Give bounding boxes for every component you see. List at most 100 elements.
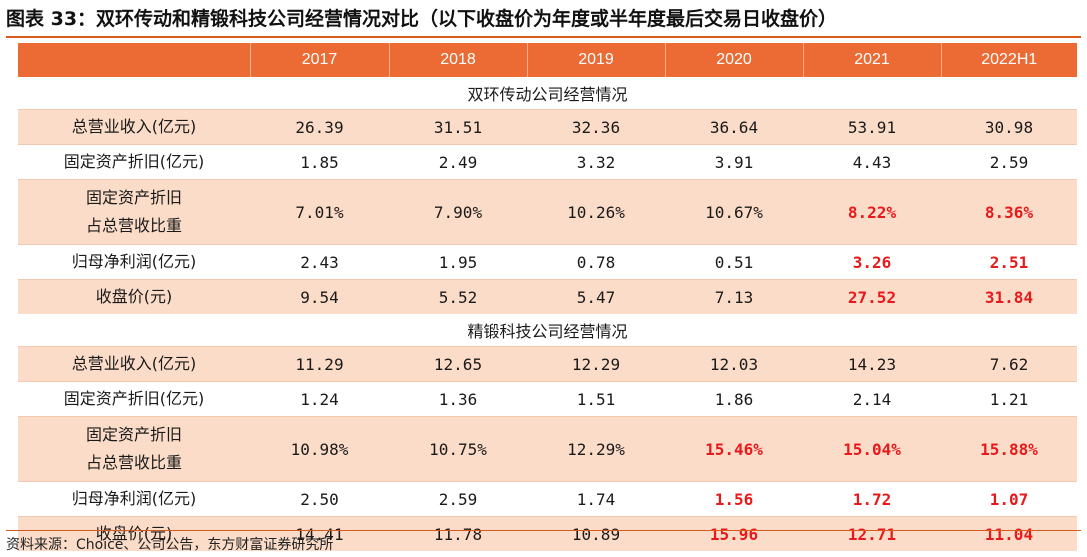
value-cell: 2.51 — [941, 244, 1077, 280]
value-cell: 5.52 — [389, 279, 527, 314]
value-cell: 10.98% — [250, 416, 389, 482]
table-row: 固定资产折旧 占总营收比重 7.01% 7.90% 10.26% 10.67% 8.22% 8… — [18, 179, 1077, 245]
value-cell: 10.67% — [665, 179, 803, 245]
value-cell: 32.36 — [527, 109, 665, 145]
row-label: 收盘价(元) — [18, 279, 250, 314]
value-cell: 7.90% — [389, 179, 527, 245]
row-label: 固定资产折旧 占总营收比重 — [18, 179, 250, 245]
value-cell: 12.29 — [527, 346, 665, 382]
value-cell: 53.91 — [803, 109, 941, 145]
row-label: 固定资产折旧 占总营收比重 — [18, 416, 250, 482]
value-cell: 3.26 — [803, 244, 941, 280]
value-cell: 2.49 — [389, 144, 527, 180]
row-label: 总营业收入(亿元) — [18, 346, 250, 382]
row-label-line-1: 固定资产折旧 — [85, 188, 182, 207]
value-cell: 2.59 — [389, 481, 527, 517]
value-cell: 1.24 — [250, 381, 389, 417]
value-cell: 8.22% — [803, 179, 941, 245]
comparison-table: 2017 2018 2019 2020 2021 2022H1 双环传动公司经营… — [18, 43, 1077, 551]
value-cell: 31.51 — [389, 109, 527, 145]
header-cell-2019: 2019 — [527, 43, 666, 77]
value-cell: 4.43 — [803, 144, 941, 180]
row-label: 固定资产折旧(亿元) — [18, 144, 250, 180]
value-cell: 0.78 — [527, 244, 665, 280]
value-cell: 3.32 — [527, 144, 665, 180]
value-cell: 26.39 — [250, 109, 389, 145]
table-row: 固定资产折旧 占总营收比重 10.98% 10.75% 12.29% 15.46% 15.0… — [18, 416, 1077, 482]
table-row: 固定资产折旧(亿元) 1.85 2.49 3.32 3.91 4.43 2.59 — [18, 144, 1077, 180]
header-cell-2018: 2018 — [389, 43, 528, 77]
value-cell: 8.36% — [941, 179, 1077, 245]
table-row: 总营业收入(亿元) 11.29 12.65 12.29 12.03 14.23 7.62 — [18, 346, 1077, 382]
value-cell: 7.62 — [941, 346, 1077, 382]
row-label: 收盘价(元) — [18, 516, 250, 551]
row-label: 归母净利润(亿元) — [18, 244, 250, 280]
value-cell: 9.54 — [250, 279, 389, 314]
value-cell: 36.64 — [665, 109, 803, 145]
value-cell: 1.74 — [527, 481, 665, 517]
value-cell: 31.84 — [941, 279, 1077, 314]
value-cell: 1.21 — [941, 381, 1077, 417]
header-cell-blank — [18, 43, 251, 77]
value-cell: 7.01% — [250, 179, 389, 245]
value-cell: 1.51 — [527, 381, 665, 417]
value-cell: 11.29 — [250, 346, 389, 382]
row-label: 总营业收入(亿元) — [18, 109, 250, 145]
header-row: 2017 2018 2019 2020 2021 2022H1 — [18, 43, 1077, 77]
value-cell: 10.89 — [527, 516, 665, 551]
value-cell: 12.29% — [527, 416, 665, 482]
value-cell: 15.88% — [941, 416, 1077, 482]
header-cell-2020: 2020 — [665, 43, 804, 77]
table-row: 归母净利润(亿元) 2.43 1.95 0.78 0.51 3.26 2.51 — [18, 244, 1077, 280]
value-cell: 1.07 — [941, 481, 1077, 517]
table-row: 归母净利润(亿元) 2.50 2.59 1.74 1.56 1.72 1.07 — [18, 481, 1077, 517]
value-cell: 2.14 — [803, 381, 941, 417]
figure-title: 图表 33：双环传动和精锻科技公司经营情况对比（以下收盘价为年度或半年度最后交易… — [6, 8, 838, 30]
header-cell-2021: 2021 — [803, 43, 942, 77]
header-cell-2017: 2017 — [250, 43, 390, 77]
value-cell: 27.52 — [803, 279, 941, 314]
value-cell: 1.36 — [389, 381, 527, 417]
value-cell: 10.75% — [389, 416, 527, 482]
table-row: 收盘价(元) 14.41 11.78 10.89 15.96 12.71 11.04 — [18, 516, 1077, 551]
row-label: 固定资产折旧(亿元) — [18, 381, 250, 417]
value-cell: 7.13 — [665, 279, 803, 314]
value-cell: 12.03 — [665, 346, 803, 382]
table-row: 收盘价(元) 9.54 5.52 5.47 7.13 27.52 31.84 — [18, 279, 1077, 314]
section-heading-row: 双环传动公司经营情况 — [18, 77, 1077, 110]
value-cell: 14.23 — [803, 346, 941, 382]
value-cell: 15.96 — [665, 516, 803, 551]
section-heading: 精锻科技公司经营情况 — [18, 314, 1077, 347]
row-label: 归母净利润(亿元) — [18, 481, 250, 517]
source-note: 资料来源：Choice、公司公告，东方财富证券研究所 — [6, 530, 1081, 557]
value-cell: 30.98 — [941, 109, 1077, 145]
header-cell-2022h1: 2022H1 — [941, 43, 1077, 77]
value-cell: 0.51 — [665, 244, 803, 280]
row-label-line-2: 占总营收比重 — [85, 216, 182, 235]
value-cell: 11.04 — [941, 516, 1077, 551]
section-heading: 双环传动公司经营情况 — [18, 77, 1077, 110]
value-cell: 2.50 — [250, 481, 389, 517]
value-cell: 15.46% — [665, 416, 803, 482]
value-cell: 1.56 — [665, 481, 803, 517]
value-cell: 1.72 — [803, 481, 941, 517]
value-cell: 2.43 — [250, 244, 389, 280]
value-cell: 2.59 — [941, 144, 1077, 180]
value-cell: 1.86 — [665, 381, 803, 417]
value-cell: 3.91 — [665, 144, 803, 180]
value-cell: 12.65 — [389, 346, 527, 382]
section-heading-row: 精锻科技公司经营情况 — [18, 314, 1077, 347]
value-cell: 10.26% — [527, 179, 665, 245]
value-cell: 11.78 — [389, 516, 527, 551]
row-label-line-1: 固定资产折旧 — [85, 425, 182, 444]
value-cell: 1.85 — [250, 144, 389, 180]
value-cell: 14.41 — [250, 516, 389, 551]
table-row: 总营业收入(亿元) 26.39 31.51 32.36 36.64 53.91 30.98 — [18, 109, 1077, 145]
title-rule — [6, 36, 1081, 38]
table-row: 固定资产折旧(亿元) 1.24 1.36 1.51 1.86 2.14 1.21 — [18, 381, 1077, 417]
value-cell: 12.71 — [803, 516, 941, 551]
value-cell: 5.47 — [527, 279, 665, 314]
value-cell: 15.04% — [803, 416, 941, 482]
value-cell: 1.95 — [389, 244, 527, 280]
row-label-line-2: 占总营收比重 — [85, 453, 182, 472]
